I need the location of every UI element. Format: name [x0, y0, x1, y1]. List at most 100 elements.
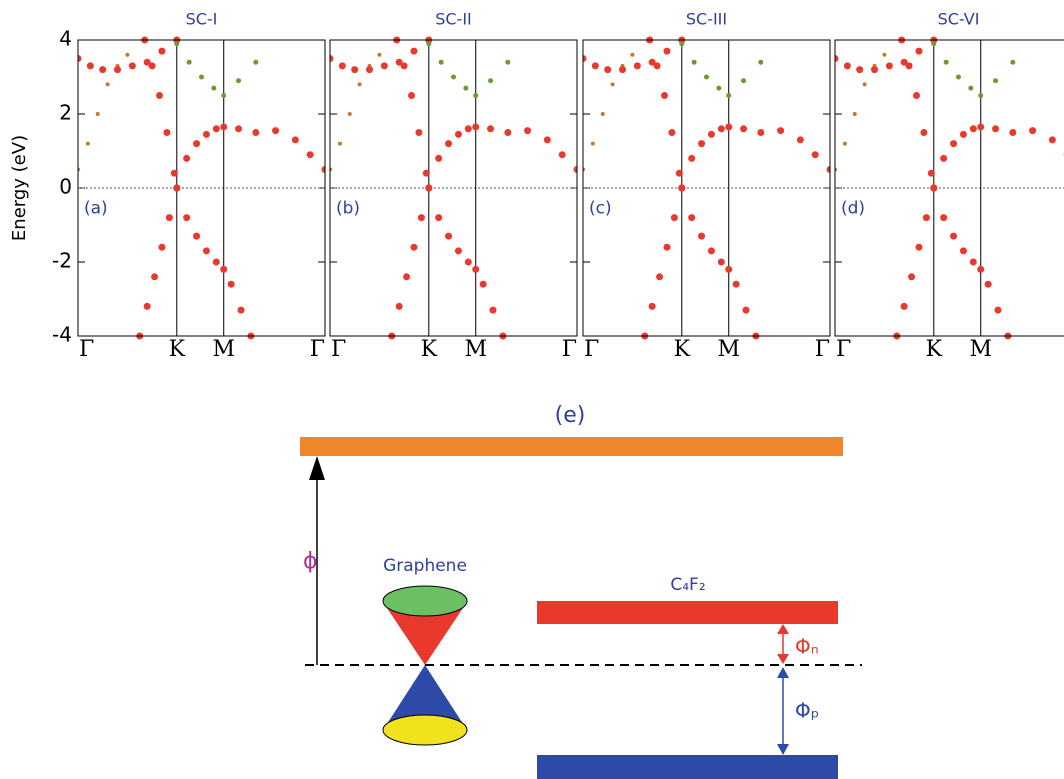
phi-n-label: Φₙ	[795, 635, 819, 659]
band-point	[716, 85, 722, 91]
band-point	[653, 62, 661, 70]
band-point	[451, 74, 456, 80]
band-point	[968, 85, 974, 91]
lower-cone	[383, 665, 467, 730]
band-point	[670, 214, 678, 222]
band-point	[663, 243, 671, 251]
panel-label: (d)	[841, 198, 865, 218]
y-axis-label: Energy (eV)	[9, 135, 30, 241]
band-point	[992, 125, 1000, 133]
band-point	[435, 154, 443, 162]
band-point	[114, 66, 122, 74]
band-point	[679, 41, 685, 47]
band-point	[994, 306, 1002, 314]
band-point	[977, 123, 985, 131]
arrow-head	[777, 667, 789, 678]
panel-title: SC-III	[686, 10, 727, 29]
band-point	[732, 280, 740, 288]
band-point	[871, 66, 879, 74]
band-point	[426, 41, 432, 47]
band-point	[707, 247, 715, 255]
band-point	[668, 129, 676, 136]
band-point	[357, 82, 362, 87]
band-point	[165, 214, 173, 222]
band-point	[163, 129, 171, 136]
band-point	[237, 306, 245, 314]
band-point	[337, 141, 342, 146]
band-point	[347, 112, 352, 116]
band-point	[656, 273, 664, 281]
band-point	[158, 243, 166, 251]
x-tick-label: K	[926, 337, 943, 362]
band-point	[842, 141, 847, 146]
arrow-head	[777, 654, 789, 664]
band-point	[438, 59, 444, 65]
band-point	[408, 92, 416, 99]
phi-label: ϕ	[303, 549, 318, 574]
band-point	[930, 184, 938, 192]
band-point	[170, 169, 178, 177]
band-point	[400, 62, 408, 70]
band-point	[321, 166, 325, 173]
band-point	[464, 125, 472, 133]
band-point	[463, 85, 469, 91]
x-tick-label: Γ	[815, 337, 830, 362]
vbm-level	[537, 755, 838, 779]
band-point	[473, 93, 479, 98]
band-point	[105, 82, 110, 87]
band-point	[691, 59, 697, 65]
band-point	[472, 123, 480, 131]
bands	[835, 36, 1064, 340]
panel-label: (a)	[84, 198, 108, 218]
band-point	[543, 136, 551, 144]
band-point	[777, 127, 785, 135]
band-point	[675, 169, 683, 177]
band-point	[905, 62, 913, 70]
band-point	[202, 247, 210, 255]
panel-label: (c)	[589, 198, 612, 218]
band-point	[633, 62, 641, 70]
band-point	[1048, 136, 1056, 144]
y-tick-label: -4	[52, 323, 72, 347]
band-point	[959, 130, 967, 138]
band-point	[395, 302, 403, 310]
band-point	[856, 66, 864, 74]
plot-frame	[77, 39, 326, 337]
band-point	[688, 214, 696, 222]
band-point	[590, 141, 595, 146]
band-point	[78, 55, 82, 62]
band-point	[472, 265, 480, 273]
band-point	[85, 141, 90, 146]
band-point	[583, 55, 587, 62]
band-point	[410, 47, 418, 55]
band-point	[156, 92, 164, 99]
band-point	[220, 265, 228, 273]
x-tick-label: Γ	[562, 337, 577, 362]
panel-label: (e)	[555, 403, 586, 428]
band-point	[454, 130, 462, 138]
band-point	[740, 125, 748, 133]
band-point	[252, 129, 260, 136]
band-point	[852, 112, 857, 116]
band-point	[220, 123, 228, 131]
band-point	[253, 59, 259, 65]
band-point	[600, 112, 605, 116]
band-point	[811, 151, 819, 159]
x-tick-label: K	[169, 337, 186, 362]
band-point	[688, 154, 696, 162]
band-point	[757, 129, 765, 136]
band-point	[927, 169, 935, 177]
x-tick-label: M	[969, 337, 992, 362]
band-point	[900, 302, 908, 310]
band-point	[920, 129, 928, 136]
band-point	[128, 62, 136, 70]
band-point	[882, 52, 887, 57]
band-point	[984, 280, 992, 288]
arrow-head	[309, 456, 325, 480]
panel-title: SC-I	[186, 10, 218, 29]
band-point	[186, 59, 192, 65]
band-point	[199, 74, 204, 80]
band-point	[417, 214, 425, 222]
band-point	[143, 302, 151, 310]
